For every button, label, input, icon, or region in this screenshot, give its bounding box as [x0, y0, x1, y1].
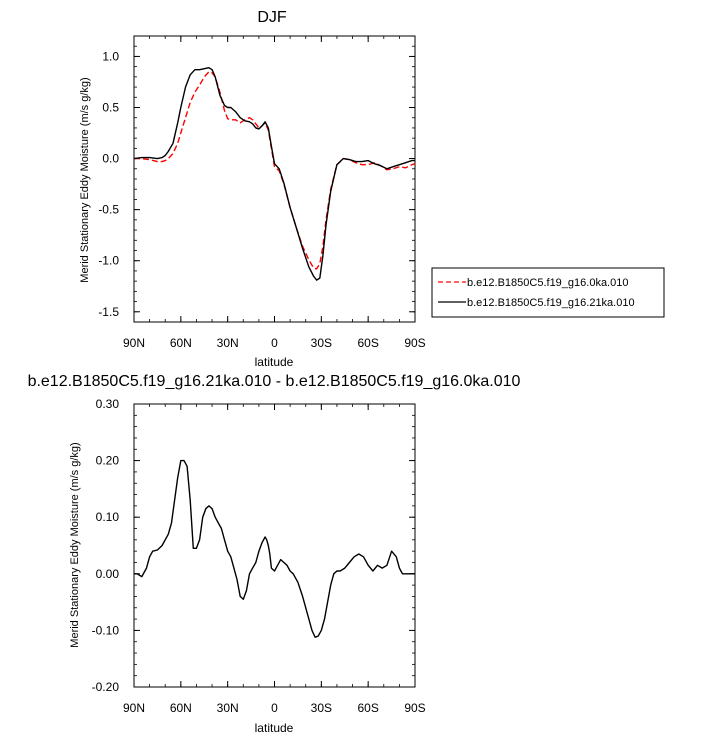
top-y-tick-label: -1.0 [98, 254, 119, 268]
bottom-y-tick-label: 0.10 [96, 510, 120, 524]
bottom-y-tick-label: -0.20 [92, 680, 120, 694]
top-y-tick-label: 0.0 [102, 152, 119, 166]
top-x-tick-label: 90S [404, 336, 425, 350]
legend-label-21ka: b.e12.B1850C5.f19_g16.21ka.010 [467, 297, 635, 309]
bottom-x-tick-label: 60N [170, 701, 192, 715]
top-title: DJF [257, 9, 287, 26]
top-series-line-1 [133, 66, 415, 281]
top-series-lines [133, 66, 416, 281]
bottom-y-tick-label: 0.00 [96, 567, 120, 581]
top-y-tick-label: 0.5 [102, 101, 119, 115]
bottom-x-tick-label: 90N [123, 701, 145, 715]
bottom-x-tick-label: 90S [404, 701, 425, 715]
bottom-y-tick-label: 0.20 [96, 454, 120, 468]
bottom-x-ticks: 90N 60N 30N 0 30S 60S 90S [123, 404, 426, 715]
top-x-tick-label: 90N [123, 336, 145, 350]
bottom-x-tick-label: 60S [357, 701, 378, 715]
legend-label-0ka: b.e12.B1850C5.f19_g16.0ka.010 [467, 277, 628, 289]
bottom-x-axis-label: latitude [255, 721, 294, 735]
legend-box [431, 267, 665, 318]
bottom-series-line-0 [134, 459, 415, 638]
top-x-ticks: 90N 60N 30N 0 30S 60S 90S [123, 36, 426, 350]
top-y-axis-label: Merid Stationary Eddy Moisture (m/s g/kg… [79, 77, 91, 282]
bottom-x-tick-label: 30N [217, 701, 239, 715]
top-x-tick-label: 30S [311, 336, 332, 350]
top-x-tick-label: 60S [357, 336, 378, 350]
top-y-tick-label: 1.0 [102, 49, 119, 63]
panel-bottom: b.e12.B1850C5.f19_g16.21ka.010 - b.e12.B… [28, 373, 521, 735]
top-x-tick-label: 0 [271, 336, 278, 350]
bottom-series-lines [134, 459, 415, 638]
top-y-ticks: 1.0 0.5 0.0 -0.5 -1.0 -1.5 [98, 35, 415, 323]
top-plot-frame [133, 35, 416, 323]
bottom-plot-frame [133, 403, 416, 688]
top-x-axis-label: latitude [255, 355, 294, 369]
bottom-y-axis-label: Merid Stationary Eddy Moisture (m/s g/kg… [69, 442, 81, 647]
bottom-y-ticks: 0.30 0.20 0.10 0.00 -0.10 -0.20 [92, 397, 415, 694]
top-y-tick-label: -0.5 [98, 203, 119, 217]
bottom-title: b.e12.B1850C5.f19_g16.21ka.010 - b.e12.B… [28, 373, 521, 390]
bottom-x-tick-label: 0 [271, 701, 278, 715]
top-x-tick-label: 30N [217, 336, 239, 350]
bottom-x-tick-label: 30S [311, 701, 332, 715]
top-y-tick-label: -1.5 [98, 305, 119, 319]
top-series-line-0 [134, 71, 416, 270]
top-x-tick-label: 60N [170, 336, 192, 350]
bottom-y-tick-label: 0.30 [96, 397, 120, 411]
bottom-y-tick-label: -0.10 [92, 623, 120, 637]
panel-top: DJF 1.0 0.5 0.0 -0.5 -1.0 -1.5 90N 60N 30N 0 30S 6… [79, 9, 665, 369]
legend: b.e12.B1850C5.f19_g16.0ka.010 b.e12.B185… [431, 267, 665, 318]
